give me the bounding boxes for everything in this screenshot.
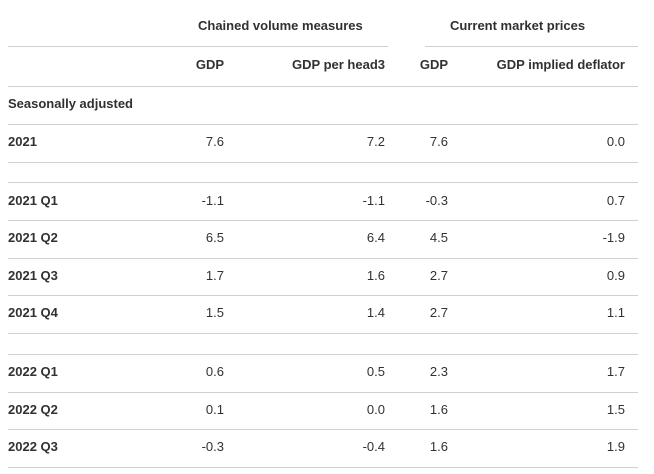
column-header-gdp-per-head: GDP per head3 [292,57,385,72]
row-divider [8,220,638,221]
row-divider [8,392,638,393]
cell-deflator: 1.1 [606,305,625,320]
cell-gdp: 1.5 [205,305,224,320]
row-label: 2021 Q2 [8,230,58,245]
group-header-current: Current market prices [450,18,586,33]
cell-deflator: -1.9 [602,230,625,245]
cell-deflator: 0.7 [606,193,625,208]
row-label: 2021 Q4 [8,305,58,320]
cell-gdp: -1.1 [201,193,224,208]
row-divider [8,354,638,355]
group-underline-current [425,46,638,47]
cell-gdp: 1.7 [205,268,224,283]
cell-gdp-current: 1.6 [429,402,448,417]
row-divider [8,295,638,296]
row-label: 2021 [8,134,37,149]
cell-gdp-per-head: -0.4 [362,439,385,454]
column-header-gdp-current: GDP [419,57,448,72]
cell-gdp-per-head: 6.4 [366,230,385,245]
row-divider [8,258,638,259]
cell-gdp-current: 7.6 [429,134,448,149]
row-divider [8,467,638,468]
column-header-deflator: GDP implied deflator [496,57,625,72]
row-divider [8,429,638,430]
row-divider [8,124,638,125]
group-underline-chained [8,46,388,47]
header-divider [8,86,638,87]
group-header-chained: Chained volume measures [198,18,363,33]
row-label: 2022 Q1 [8,364,58,379]
row-label: 2021 Q1 [8,193,58,208]
row-label: 2022 Q3 [8,439,58,454]
row-divider [8,333,638,334]
cell-gdp-per-head: 1.4 [366,305,385,320]
cell-gdp-per-head: 1.6 [366,268,385,283]
cell-gdp: 0.6 [205,364,224,379]
cell-gdp: 6.5 [205,230,224,245]
cell-deflator: 1.7 [606,364,625,379]
row-divider [8,162,638,163]
cell-gdp: -0.3 [201,439,224,454]
cell-deflator: 1.9 [606,439,625,454]
cell-gdp-current: 4.5 [429,230,448,245]
row-label: 2021 Q3 [8,268,58,283]
row-divider [8,182,638,183]
column-header-gdp-chained: GDP [195,57,224,72]
cell-gdp-current: 2.7 [429,268,448,283]
cell-gdp-current: 2.7 [429,305,448,320]
cell-gdp-per-head: 7.2 [366,134,385,149]
cell-gdp-current: 1.6 [429,439,448,454]
cell-gdp-per-head: -1.1 [362,193,385,208]
cell-gdp: 0.1 [205,402,224,417]
cell-gdp-per-head: 0.0 [366,402,385,417]
cell-deflator: 0.0 [606,134,625,149]
section-label: Seasonally adjusted [8,96,133,111]
row-label: 2022 Q2 [8,402,58,417]
cell-gdp-current: -0.3 [425,193,448,208]
cell-gdp-per-head: 0.5 [366,364,385,379]
cell-deflator: 1.5 [606,402,625,417]
cell-gdp: 7.6 [205,134,224,149]
cell-deflator: 0.9 [606,268,625,283]
cell-gdp-current: 2.3 [429,364,448,379]
